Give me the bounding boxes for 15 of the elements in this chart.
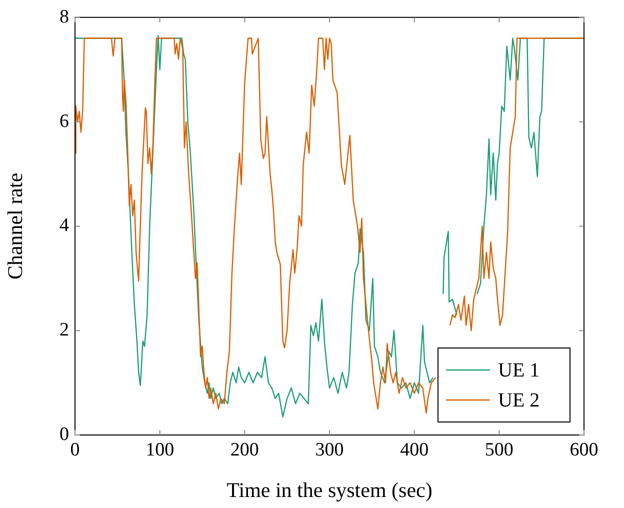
y-tick-label: 4 (60, 215, 70, 236)
y-tick-label: 2 (60, 320, 69, 341)
legend-label: UE 2 (498, 389, 540, 412)
y-tick-label: 6 (60, 110, 69, 132)
x-tick-label: 100 (146, 439, 174, 460)
x-tick-label: 200 (230, 439, 259, 460)
x-tick-label: 600 (570, 439, 598, 460)
x-tick-label: 400 (400, 439, 429, 460)
legend-label: UE 1 (498, 359, 540, 382)
y-axis-title: Channel rate (3, 172, 28, 280)
x-tick-label: 300 (315, 439, 344, 460)
x-tick-label: 500 (484, 439, 514, 460)
y-tick-label: 0 (60, 424, 69, 445)
x-axis-title: Time in the system (sec) (226, 478, 432, 502)
y-tick-label: 8 (60, 6, 69, 28)
